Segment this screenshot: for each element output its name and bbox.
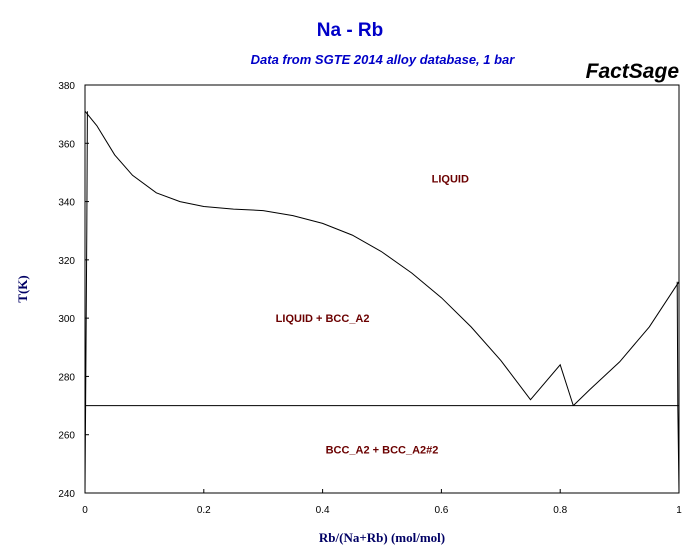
x-tick-label: 0.8 <box>553 505 567 516</box>
y-tick-label: 240 <box>58 489 75 500</box>
y-tick-label: 340 <box>58 198 75 209</box>
region-label: BCC_A2 + BCC_A2#2 <box>326 444 439 456</box>
factsage-logo: FactSage <box>585 60 679 83</box>
x-tick-label: 0.4 <box>316 505 330 516</box>
phase-boundary-line <box>676 281 680 494</box>
phase-boundary-line <box>572 281 680 406</box>
region-label: LIQUID <box>432 173 469 185</box>
y-tick-label: 360 <box>58 139 75 150</box>
y-tick-label: 380 <box>58 81 75 92</box>
plot-area <box>84 84 680 494</box>
y-tick-label: 300 <box>58 314 75 325</box>
y-tick-label: 260 <box>58 431 75 442</box>
region-label: LIQUID + BCC_A2 <box>276 313 370 325</box>
phase-boundary-line <box>84 111 88 494</box>
x-tick-label: 1 <box>676 505 682 516</box>
x-tick-label: 0.6 <box>434 505 448 516</box>
y-tick-label: 280 <box>58 372 75 383</box>
x-tick-label: 0 <box>82 505 88 516</box>
x-tick-label: 0.2 <box>197 505 211 516</box>
chart-title: Na - Rb <box>316 20 384 41</box>
phase-boundary-line <box>84 110 574 406</box>
chart-subtitle: Data from SGTE 2014 alloy database, 1 ba… <box>250 52 515 67</box>
y-tick-label: 320 <box>58 256 75 267</box>
y-axis-label: T(K) <box>15 275 30 302</box>
x-axis-label: Rb/(Na+Rb) (mol/mol) <box>319 530 445 545</box>
